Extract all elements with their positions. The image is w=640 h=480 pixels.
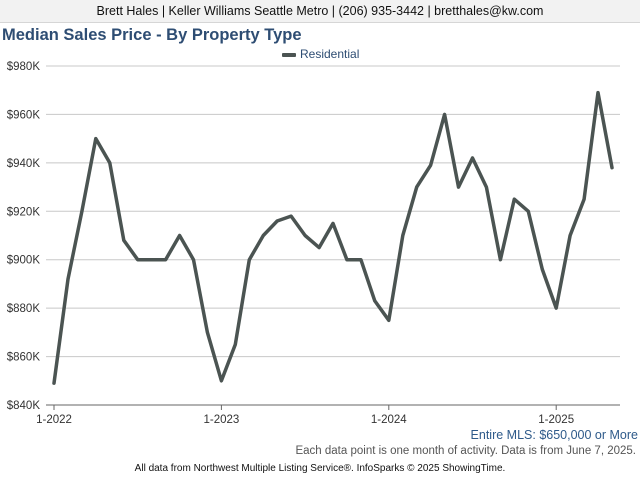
x-tick-label: 1-2023: [203, 414, 239, 426]
data-point: [373, 299, 377, 303]
data-point: [192, 258, 195, 261]
data-point: [513, 197, 516, 201]
mls-filter-label: Entire MLS: $650,000 or More: [470, 428, 638, 442]
y-tick-label: $940K: [7, 158, 41, 170]
data-point: [262, 234, 265, 237]
data-point: [471, 156, 474, 160]
data-point: [80, 210, 84, 213]
chart-legend: Residential: [282, 46, 359, 62]
data-point: [555, 306, 558, 310]
data-point: [220, 379, 223, 382]
data-point: [359, 258, 363, 261]
y-tick-label: $860K: [7, 352, 41, 364]
data-point: [52, 382, 56, 385]
data-point: [345, 258, 349, 261]
data-source: All data from Northwest Multiple Listing…: [134, 463, 506, 474]
y-tick-label: $960K: [7, 109, 41, 121]
legend-swatch-residential: [282, 52, 296, 57]
y-tick-label: $880K: [7, 303, 41, 315]
agent-contact-bar: Brett Hales | Keller Williams Seattle Me…: [0, 0, 640, 23]
data-point: [499, 258, 502, 261]
data-point: [234, 343, 237, 346]
line-chart: $840K $860K $880K $900K $920K $940K $960K $980K…: [7, 61, 620, 426]
data-point: [108, 161, 112, 165]
x-tick-label: 1-2025: [538, 414, 574, 426]
data-point: [150, 258, 153, 261]
data-point: [317, 246, 321, 249]
data-point: [303, 234, 307, 237]
data-point: [248, 258, 251, 261]
data-point: [122, 239, 125, 242]
data-point: [541, 268, 544, 271]
data-point: [164, 258, 167, 261]
data-point: [596, 91, 600, 94]
data-point: [387, 319, 390, 322]
data-point: [582, 197, 586, 201]
data-point: [443, 113, 446, 116]
series-line-residential: [52, 90, 614, 385]
chart-title: Median Sales Price - By Property Type: [2, 26, 302, 44]
data-point: [206, 331, 209, 334]
data-point: [415, 185, 418, 189]
y-tick-label: $840K: [7, 400, 41, 412]
data-point: [331, 222, 335, 225]
data-point: [429, 164, 432, 167]
data-point: [610, 166, 614, 169]
data-point: [289, 214, 293, 218]
y-tick-label: $980K: [7, 61, 41, 73]
data-point: [401, 234, 404, 237]
y-tick-label: $920K: [7, 206, 41, 218]
x-tick-label: 1-2022: [36, 414, 72, 426]
data-point: [276, 219, 279, 223]
legend-label-residential: Residential: [300, 47, 360, 61]
x-tick-label: 1-2024: [371, 414, 407, 426]
data-point: [94, 137, 98, 140]
data-note: Each data point is one month of activity…: [295, 445, 636, 457]
data-point: [178, 234, 181, 237]
y-tick-label: $900K: [7, 255, 41, 267]
data-point: [457, 185, 460, 189]
data-point: [527, 210, 530, 213]
data-point: [136, 258, 139, 261]
data-point: [568, 234, 572, 237]
data-point: [66, 277, 70, 281]
data-point: [485, 185, 488, 189]
